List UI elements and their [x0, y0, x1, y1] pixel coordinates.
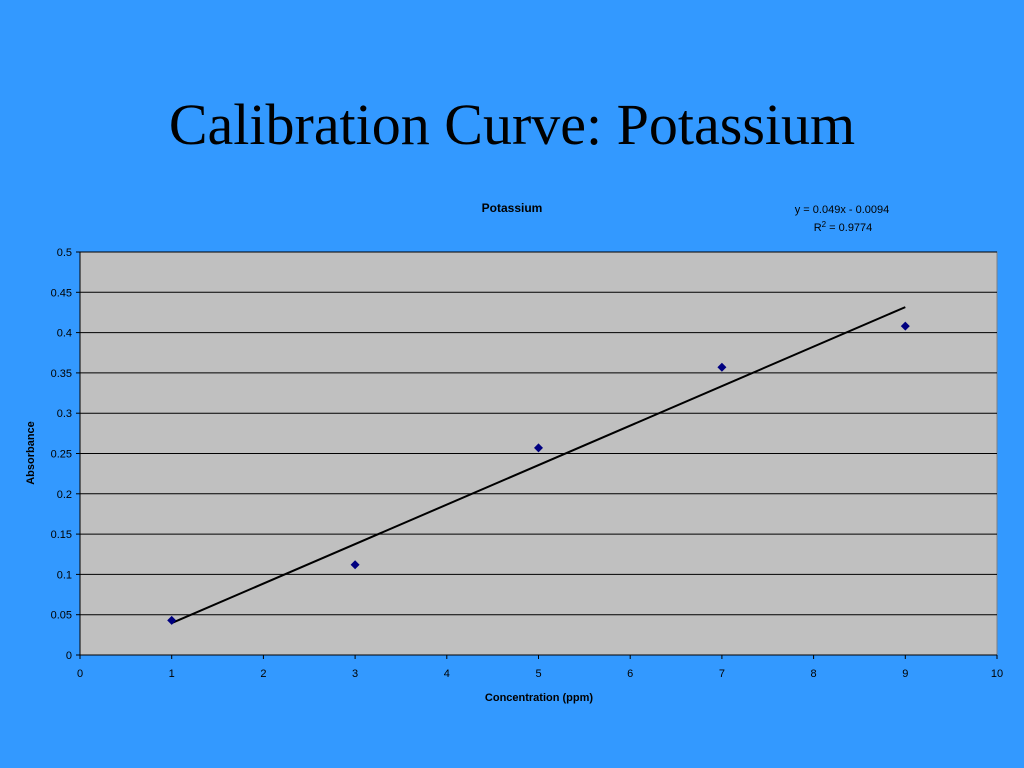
x-tick-label: 6 [627, 668, 633, 680]
data-point [167, 615, 177, 625]
y-tick-label: 0.1 [57, 569, 72, 581]
chart-title: Potassium [482, 201, 543, 215]
y-tick-label: 0.2 [57, 489, 72, 501]
x-tick-label: 4 [444, 668, 450, 680]
r-squared-superscript: 2 [822, 220, 827, 229]
data-point [350, 560, 360, 570]
x-tick-label: 5 [535, 668, 541, 680]
y-tick-label: 0.4 [57, 328, 72, 340]
plot-area: 0 0.05 0.1 0.15 0.2 0.25 0.3 0.35 0.4 0.45 0.5 0 1 2 3… [51, 247, 1004, 680]
data-point [717, 362, 727, 372]
y-tick-label: 0 [66, 650, 72, 662]
y-axis-label: Absorbance [25, 421, 37, 485]
slide-title: Calibration Curve: Potassium [168, 92, 856, 157]
trendline-equation-label: y = 0.049x - 0.0094 [795, 204, 889, 216]
data-point [900, 321, 910, 331]
x-tick-label: 0 [77, 668, 83, 680]
r-squared-value: = 0.9774 [826, 222, 872, 234]
r-squared-prefix: R [814, 222, 822, 234]
y-tick-label: 0.05 [51, 610, 72, 622]
y-tick-label: 0.35 [51, 368, 72, 380]
x-axis-label: Concentration (ppm) [485, 692, 593, 704]
x-tick-label: 1 [169, 668, 175, 680]
x-tick-label: 2 [260, 668, 266, 680]
y-tick-label: 0.5 [57, 247, 72, 259]
x-tick-label: 10 [991, 668, 1003, 680]
y-tick-label: 0.25 [51, 449, 72, 461]
r-squared-label: R2 = 0.9774 [814, 220, 873, 234]
data-point [534, 443, 543, 453]
x-tick-label: 7 [719, 668, 725, 680]
x-tick-label: 3 [352, 668, 358, 680]
x-tick-label: 9 [902, 668, 908, 680]
y-tick-label: 0.45 [51, 287, 72, 299]
trendline [171, 306, 906, 625]
x-tick-label: 8 [811, 668, 817, 680]
y-tick-label: 0.3 [57, 408, 72, 420]
y-tick-label: 0.15 [51, 529, 72, 541]
